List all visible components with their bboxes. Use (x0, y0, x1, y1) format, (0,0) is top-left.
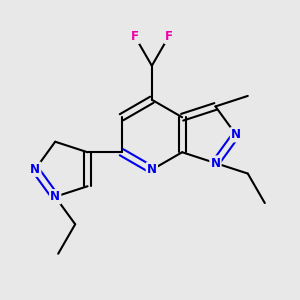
Text: N: N (210, 157, 220, 169)
Text: N: N (231, 128, 241, 141)
Text: F: F (131, 30, 139, 43)
Text: F: F (165, 30, 173, 43)
Text: N: N (30, 163, 40, 176)
Text: N: N (147, 163, 157, 176)
Text: N: N (50, 190, 60, 203)
